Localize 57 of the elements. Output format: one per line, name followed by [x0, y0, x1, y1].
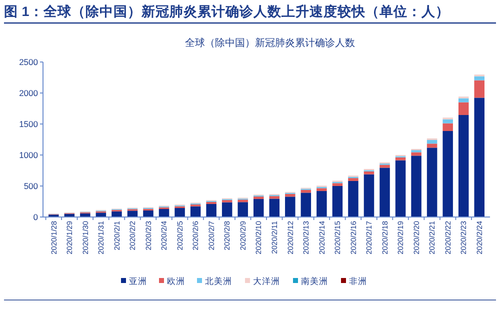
- y-tick-label: 1500: [19, 118, 38, 129]
- y-tick-label: 500: [24, 180, 38, 191]
- bar: [332, 186, 343, 217]
- bar: [348, 178, 358, 181]
- bar: [190, 206, 201, 217]
- bar: [474, 98, 484, 217]
- bar: [316, 188, 327, 192]
- legend-label: 大洋洲: [253, 276, 280, 286]
- chart-title: 图 1：全球（除中国）新冠肺炎累计确诊人数上升速度较快（单位：人）: [4, 3, 450, 19]
- bar: [458, 98, 469, 102]
- bar: [426, 140, 438, 144]
- bar: [458, 115, 469, 217]
- bar: [206, 204, 216, 217]
- bar: [332, 183, 343, 186]
- bar: [474, 76, 484, 80]
- bar: [316, 191, 327, 217]
- legend-label: 北美洲: [205, 276, 232, 286]
- legend-label: 非洲: [349, 276, 367, 286]
- bar: [442, 131, 453, 217]
- y-tick-label: 2000: [19, 88, 38, 98]
- chart-subtitle: 全球（除中国）新冠肺炎累计确诊人数: [185, 37, 355, 49]
- bar: [158, 209, 170, 217]
- bar: [395, 160, 406, 217]
- bar: [269, 198, 280, 217]
- legend-label: 南美洲: [301, 276, 328, 286]
- bar: [458, 102, 469, 116]
- bar: [426, 148, 438, 217]
- bar: [426, 144, 438, 148]
- bar: [253, 196, 264, 200]
- bar: [395, 157, 406, 160]
- bar: [222, 202, 232, 217]
- bar: [300, 192, 312, 217]
- bar: [285, 196, 296, 217]
- bar: [269, 196, 280, 199]
- legend-label: 亚洲: [129, 276, 147, 286]
- bar: [238, 200, 248, 202]
- bar: [348, 180, 358, 217]
- bar: [411, 156, 422, 217]
- bar: [174, 208, 185, 217]
- bar: [442, 119, 453, 124]
- bar: [442, 123, 453, 132]
- y-tick-label: 0: [33, 212, 38, 222]
- y-tick-label: 2500: [19, 56, 38, 67]
- bar: [143, 210, 154, 217]
- bar: [238, 202, 248, 217]
- bar: [364, 174, 374, 217]
- bar: [112, 211, 122, 217]
- bar: [474, 80, 484, 98]
- legend-label: 欧洲: [167, 276, 185, 286]
- bar: [127, 210, 138, 217]
- bar: [253, 199, 264, 217]
- bar: [380, 168, 390, 217]
- bar: [285, 194, 296, 197]
- y-tick-label: 1000: [19, 150, 38, 160]
- bar: [364, 171, 374, 174]
- bar: [96, 212, 106, 217]
- bar: [411, 152, 422, 156]
